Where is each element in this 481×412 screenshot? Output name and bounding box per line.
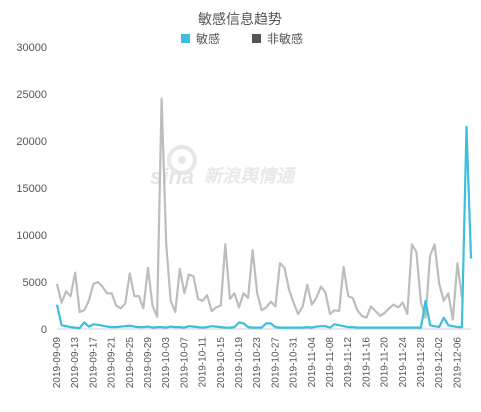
x-tick-label: 2019-09-29 xyxy=(143,337,154,389)
legend-item-non-sensitive[interactable]: 非敏感 xyxy=(252,31,303,46)
x-tick-label: 2019-09-09 xyxy=(52,337,63,389)
x-tick-label: 2019-12-06 xyxy=(452,337,463,389)
sina-eye-pupil-icon xyxy=(178,156,186,164)
x-tick-label: 2019-11-12 xyxy=(343,337,354,388)
legend-swatch-non-sensitive xyxy=(252,34,261,43)
y-tick-label: 20000 xyxy=(16,136,47,148)
legend-label-non-sensitive: 非敏感 xyxy=(267,31,303,46)
x-tick-label: 2019-11-20 xyxy=(380,337,391,388)
series-line-sensitive[interactable] xyxy=(55,125,473,330)
x-tick-label: 2019-09-21 xyxy=(107,337,118,389)
chart-title: 敏感信息趋势 xyxy=(198,11,282,27)
legend-label-sensitive: 敏感 xyxy=(196,31,220,46)
x-tick-label: 2019-11-08 xyxy=(325,337,336,388)
x-tick-label: 2019-10-03 xyxy=(161,337,172,389)
x-tick-label: 2019-10-31 xyxy=(289,337,300,389)
y-tick-label: 30000 xyxy=(16,42,47,54)
x-tick-label: 2019-11-04 xyxy=(307,337,318,388)
y-tick-label: 10000 xyxy=(16,230,47,242)
x-tick-label: 2019-10-11 xyxy=(198,337,209,388)
sina-eye-icon xyxy=(167,145,197,175)
sina-watermark-wordmark: sina xyxy=(150,164,194,189)
x-tick-label: 2019-09-13 xyxy=(70,337,81,389)
x-tick-label: 2019-10-19 xyxy=(234,337,245,389)
x-tick-label: 2019-10-23 xyxy=(252,337,263,389)
sina-watermark-logo: sina 新浪舆情通 xyxy=(150,145,297,189)
legend-swatch-sensitive xyxy=(181,34,190,43)
x-axis: 2019-09-09 2019-09-13 2019-09-17 2019-09-21… xyxy=(52,328,471,389)
y-tick-label: 25000 xyxy=(16,89,47,101)
x-tick-label: 2019-10-15 xyxy=(216,337,227,389)
legend-item-sensitive[interactable]: 敏感 xyxy=(181,31,220,46)
x-tick-label: 2019-11-28 xyxy=(416,337,427,388)
x-tick-label: 2019-10-27 xyxy=(270,337,281,389)
y-tick-label: 5000 xyxy=(23,277,47,289)
y-tick-label: 15000 xyxy=(16,183,47,195)
x-tick-label: 2019-11-24 xyxy=(398,337,409,388)
series-layer xyxy=(55,97,473,330)
sina-watermark-cn: 新浪舆情通 xyxy=(204,166,297,186)
x-tick-label: 2019-11-16 xyxy=(361,337,372,388)
x-tick-label: 2019-09-25 xyxy=(125,337,136,389)
x-tick-label: 2019-12-02 xyxy=(434,337,445,389)
legend[interactable]: 敏感 非敏感 xyxy=(181,31,303,46)
y-axis: 0 5000 10000 15000 20000 25000 30000 xyxy=(16,42,47,336)
x-tick-label: 2019-09-17 xyxy=(88,337,99,389)
series-line-non-sensitive[interactable] xyxy=(55,97,463,321)
x-tick-label: 2019-10-07 xyxy=(179,337,190,389)
y-tick-label: 0 xyxy=(41,324,47,336)
